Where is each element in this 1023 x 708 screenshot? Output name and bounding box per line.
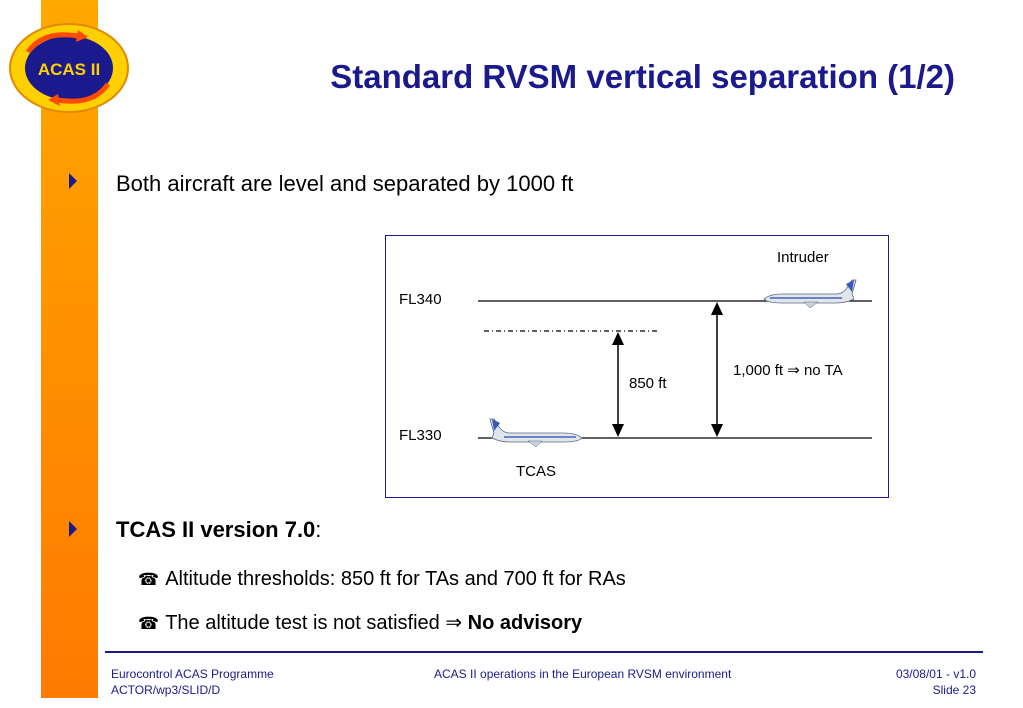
sub-bullet-2: ☎ The altitude test is not satisfied ⇒ No…: [138, 610, 582, 635]
threshold-label: 850 ft: [629, 375, 667, 392]
no-advisory-text: No advisory: [467, 612, 583, 634]
fl330-label: FL330: [399, 427, 442, 444]
footer-right-1: 03/08/01 - v1.0: [895, 667, 976, 681]
tcas-label: TCAS: [516, 463, 557, 480]
footer-center: ACAS II operations in the European RVSM …: [434, 667, 732, 681]
intruder-aircraft-icon: [763, 279, 857, 309]
bullet-text-1: Both aircraft are level and separated by…: [116, 171, 574, 196]
sub-bullet-1-text: Altitude thresholds: 850 ft for TAs and …: [165, 568, 626, 590]
separation-arrow: [711, 302, 723, 437]
sub-bullet-1: ☎ Altitude thresholds: 850 ft for TAs and…: [138, 568, 626, 591]
footer-right-2: Slide 23: [932, 683, 976, 697]
footer-divider: [105, 651, 983, 653]
footer-left-2: ACTOR/wp3/SLID/D: [111, 683, 221, 697]
slide-title: Standard RVSM vertical separation (1/2): [330, 58, 955, 95]
intruder-label: Intruder: [777, 249, 829, 266]
fl340-label: FL340: [399, 291, 442, 308]
bullet-arrow-icon: [69, 521, 77, 537]
separation-diagram: Intruder FL340 1,000 ft ⇒ no TA 850 ft F…: [385, 235, 889, 498]
side-bar: [41, 0, 98, 698]
logo-text: ACAS II: [38, 60, 100, 79]
footer-left-1: Eurocontrol ACAS Programme: [111, 667, 274, 681]
tcas-version-text: TCAS II version 7.0: [116, 517, 316, 542]
sub-bullet-2-text: The altitude test is not satisfied ⇒: [165, 612, 468, 634]
bullet-text-2: TCAS II version 7.0:: [116, 517, 321, 543]
phone-icon: ☎: [138, 570, 160, 590]
tcas-aircraft-icon: [489, 418, 583, 448]
acas-logo: ACAS II: [8, 22, 130, 114]
separation-label: 1,000 ft ⇒ no TA: [733, 362, 843, 379]
threshold-arrow: [612, 332, 624, 437]
colon-text: :: [315, 517, 322, 542]
bullet-arrow-icon: [69, 173, 77, 189]
phone-icon: ☎: [138, 614, 160, 634]
